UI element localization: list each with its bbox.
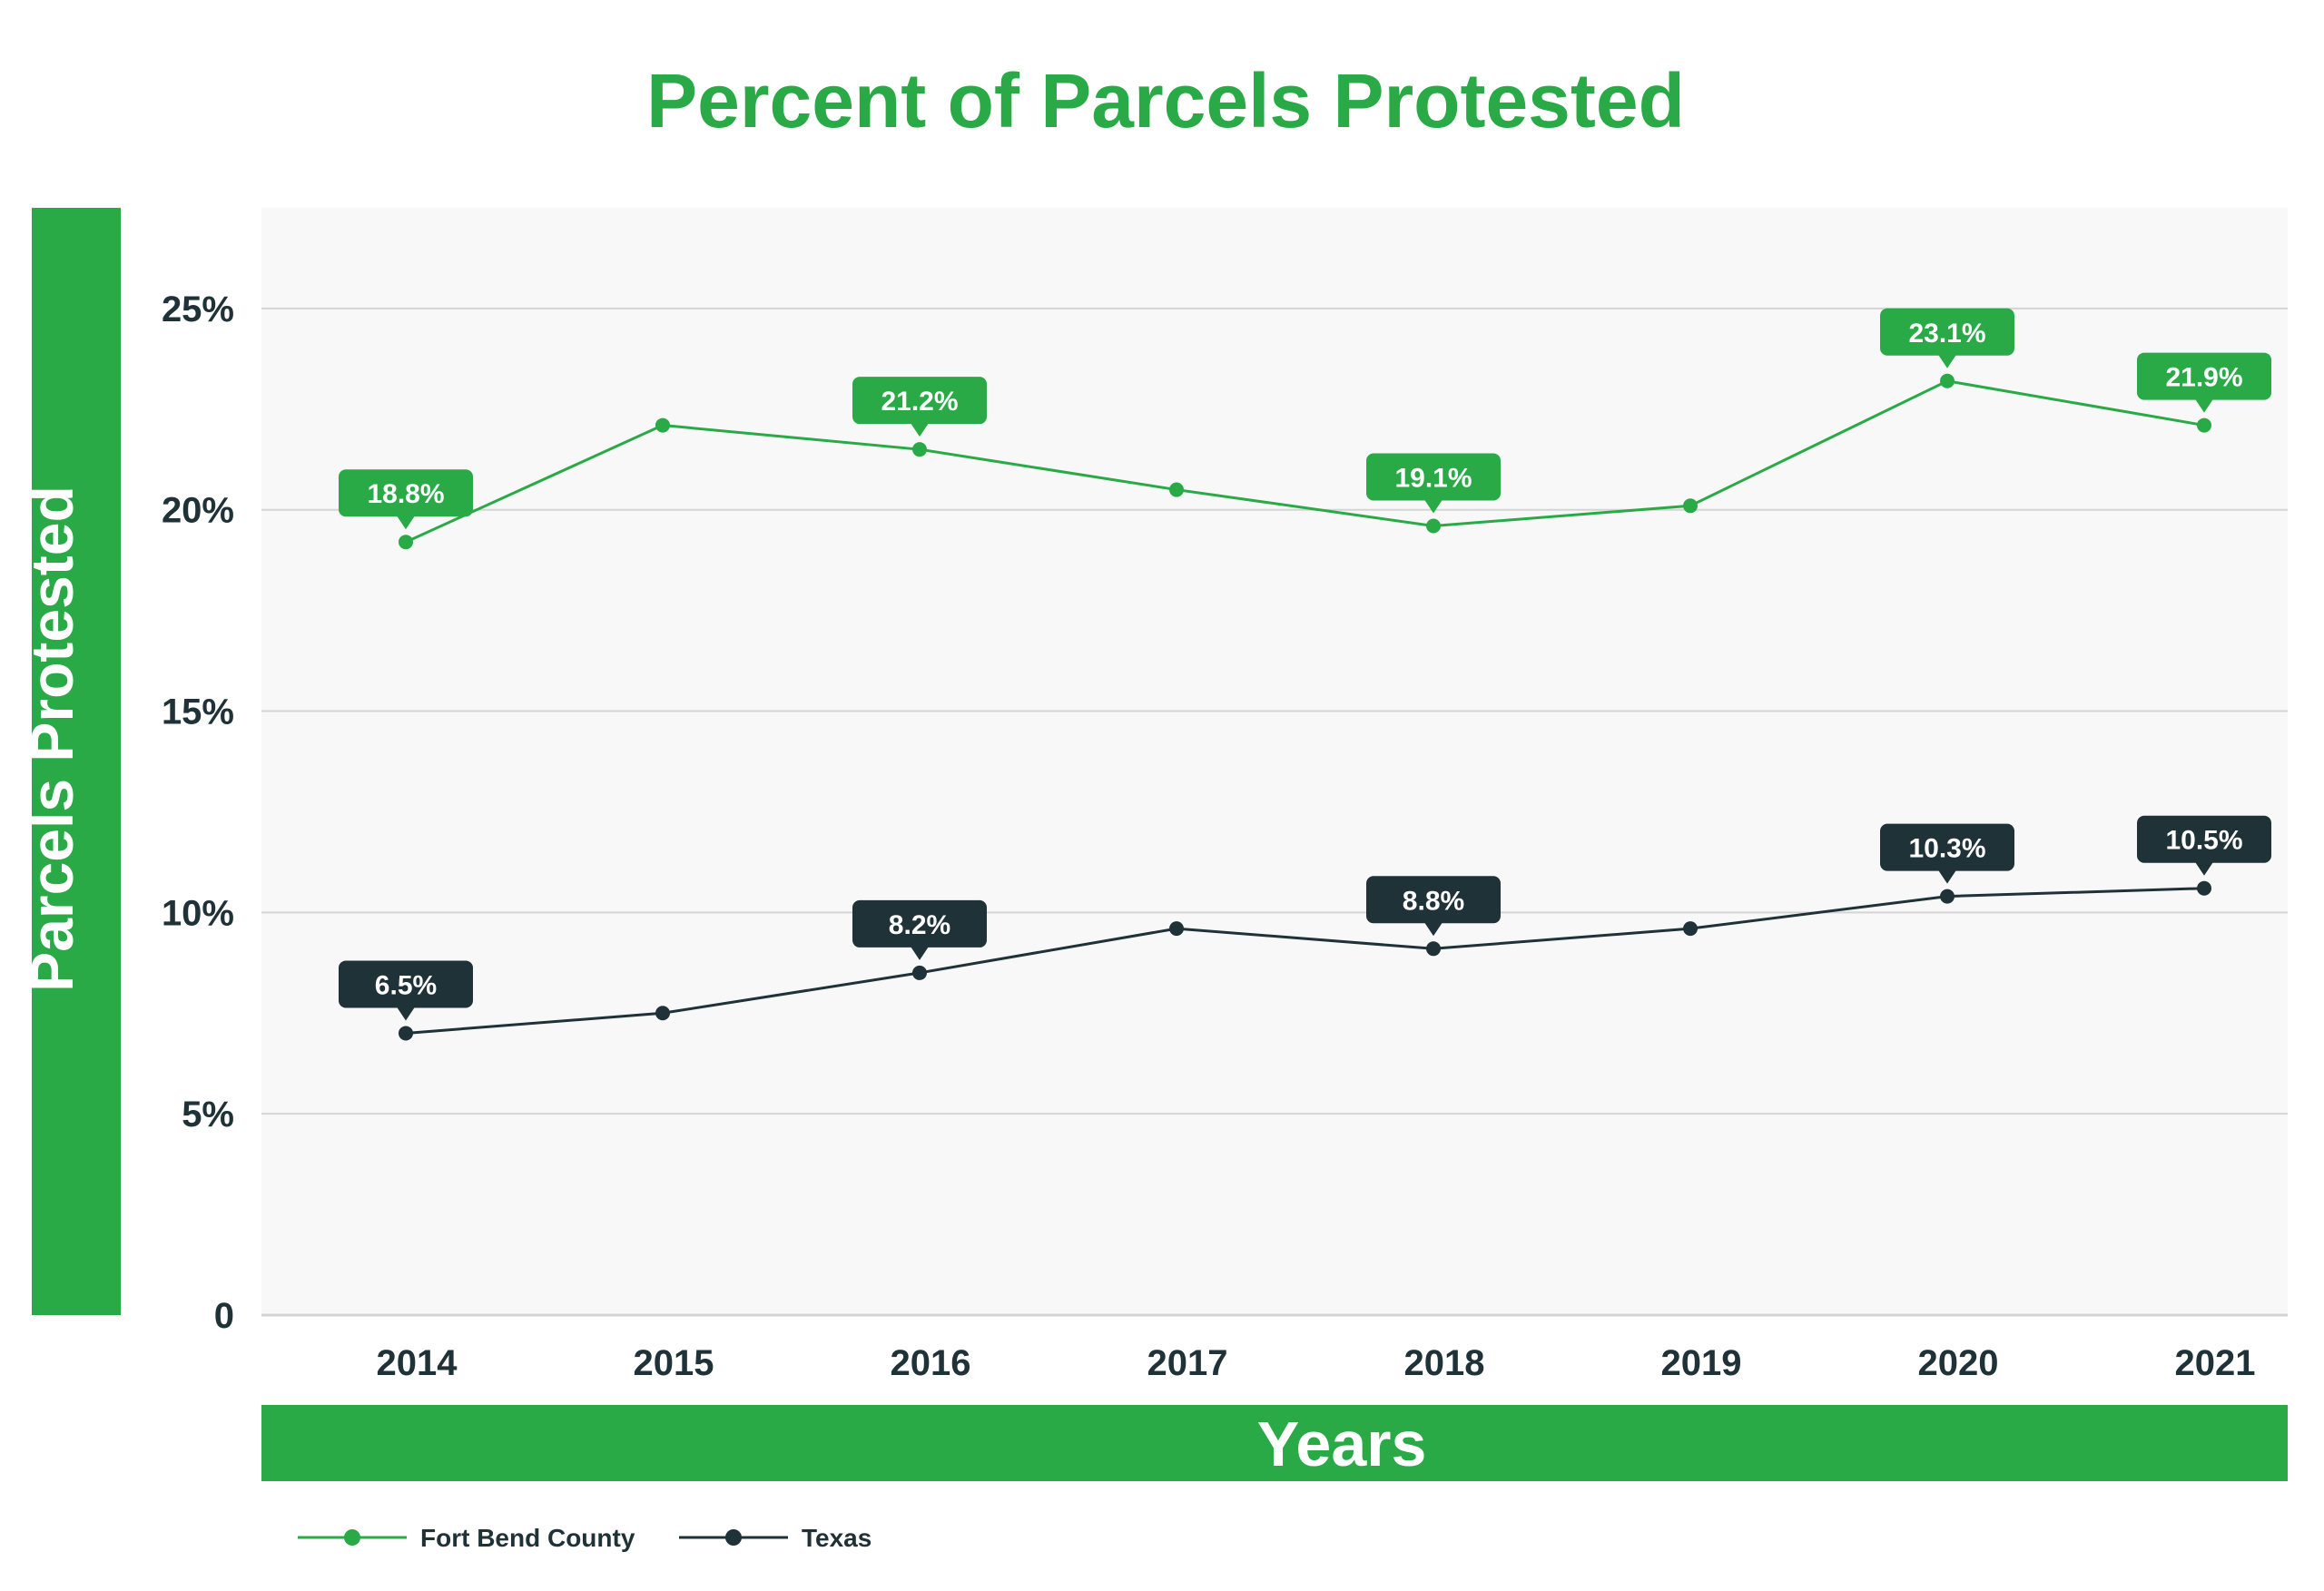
data-label-pointer	[397, 516, 415, 530]
x-tick-label: 2018	[1404, 1343, 1485, 1383]
data-point	[2197, 417, 2211, 433]
chart-title: Percent of Parcels Protested	[646, 58, 1685, 143]
data-label-pointer	[2195, 398, 2213, 413]
data-point	[1940, 889, 1955, 904]
x-tick-label: 2014	[377, 1343, 458, 1383]
data-label: 10.5%	[2137, 815, 2271, 876]
legend-label: Fort Bend County	[420, 1524, 635, 1552]
legend-marker	[725, 1529, 742, 1546]
data-label-pointer	[1424, 922, 1443, 937]
data-label-pointer	[397, 1007, 415, 1021]
data-label-pointer	[1938, 354, 1956, 368]
data-label-text: 10.3%	[1908, 834, 1985, 864]
x-tick-label: 2016	[891, 1343, 971, 1383]
data-label-text: 10.5%	[2165, 826, 2242, 856]
y-tick-label: 25%	[162, 290, 234, 329]
data-label: 10.3%	[1880, 823, 2014, 884]
data-label: 23.1%	[1880, 308, 2014, 368]
data-label: 21.9%	[2137, 352, 2271, 413]
data-label-pointer	[1424, 499, 1443, 514]
legend-item: Fort Bend County	[298, 1524, 635, 1552]
y-tick-label: 10%	[162, 893, 234, 933]
data-point	[655, 417, 670, 433]
y-axis-band	[32, 208, 121, 1315]
data-label-box	[2137, 352, 2271, 400]
data-point	[399, 535, 413, 550]
legend-item: Texas	[679, 1524, 872, 1552]
series-group	[399, 373, 2211, 1041]
data-label-pointer	[1938, 869, 1956, 884]
data-label-pointer	[911, 423, 929, 437]
data-label-box	[339, 960, 473, 1008]
data-point	[1683, 498, 1698, 514]
data-label-box	[1880, 308, 2014, 356]
data-point	[1940, 373, 1955, 388]
data-label: 18.8%	[339, 469, 473, 530]
y-tick-label: 15%	[162, 692, 234, 732]
plot-area	[261, 208, 2288, 1315]
series-line	[405, 887, 2205, 1035]
data-label: 6.5%	[339, 960, 473, 1021]
data-label-text: 8.2%	[889, 910, 950, 940]
x-tick-labels: 2014 2015 2016 2017 2018 2019 2020 2021	[377, 1343, 2256, 1383]
data-point	[655, 1006, 670, 1021]
x-tick-label: 2020	[1918, 1343, 1999, 1383]
x-tick-label: 2021	[2175, 1343, 2256, 1383]
series-line	[405, 379, 2205, 544]
y-tick-label: 20%	[162, 491, 234, 531]
data-point	[1169, 482, 1184, 497]
data-point	[912, 965, 927, 980]
x-tick-label: 2019	[1661, 1343, 1742, 1383]
data-point	[1683, 921, 1698, 937]
data-point	[2197, 880, 2211, 896]
data-label-text: 23.1%	[1908, 319, 1985, 349]
legend: Fort Bend County Texas	[298, 1524, 872, 1552]
data-label-pointer	[2195, 861, 2213, 876]
data-label-box	[2137, 815, 2271, 863]
data-label: 8.2%	[852, 899, 987, 960]
y-tick-label: 0	[214, 1296, 234, 1336]
data-labels: 18.8% 21.2% 19.1% 23.1% 21.9% 6.5% 8.2% 8.8% 10.…	[339, 308, 2271, 1021]
y-axis-label: Parcels Protested	[18, 486, 85, 992]
data-label-text: 8.8%	[1403, 886, 1464, 916]
data-label-text: 6.5%	[375, 970, 437, 1000]
data-label-box	[852, 899, 987, 948]
data-point	[1426, 518, 1441, 534]
data-point	[399, 1026, 413, 1041]
legend-label: Texas	[802, 1524, 872, 1552]
x-axis-label: Years	[1257, 1409, 1427, 1479]
data-label-text: 19.1%	[1394, 463, 1472, 493]
data-point	[1426, 941, 1441, 957]
y-tick-labels: 0 5% 10% 15% 20% 25%	[162, 290, 234, 1336]
data-label-text: 21.9%	[2165, 363, 2242, 393]
data-label: 8.8%	[1366, 876, 1501, 937]
x-tick-label: 2015	[634, 1343, 714, 1383]
data-point	[1169, 921, 1184, 937]
y-tick-label: 5%	[182, 1095, 234, 1134]
data-point	[912, 442, 927, 457]
data-label-box	[1366, 453, 1501, 501]
data-label-box	[1880, 823, 2014, 871]
x-axis-band	[261, 1405, 2288, 1481]
x-tick-label: 2017	[1147, 1343, 1228, 1383]
data-label-pointer	[911, 946, 929, 960]
data-label-text: 21.2%	[881, 387, 958, 417]
data-label-box	[1366, 876, 1501, 924]
data-label-box	[852, 377, 987, 425]
data-label-text: 18.8%	[367, 479, 444, 509]
data-label-box	[339, 469, 473, 517]
data-label: 19.1%	[1366, 453, 1501, 514]
data-label: 21.2%	[852, 377, 987, 437]
legend-marker	[344, 1529, 360, 1546]
